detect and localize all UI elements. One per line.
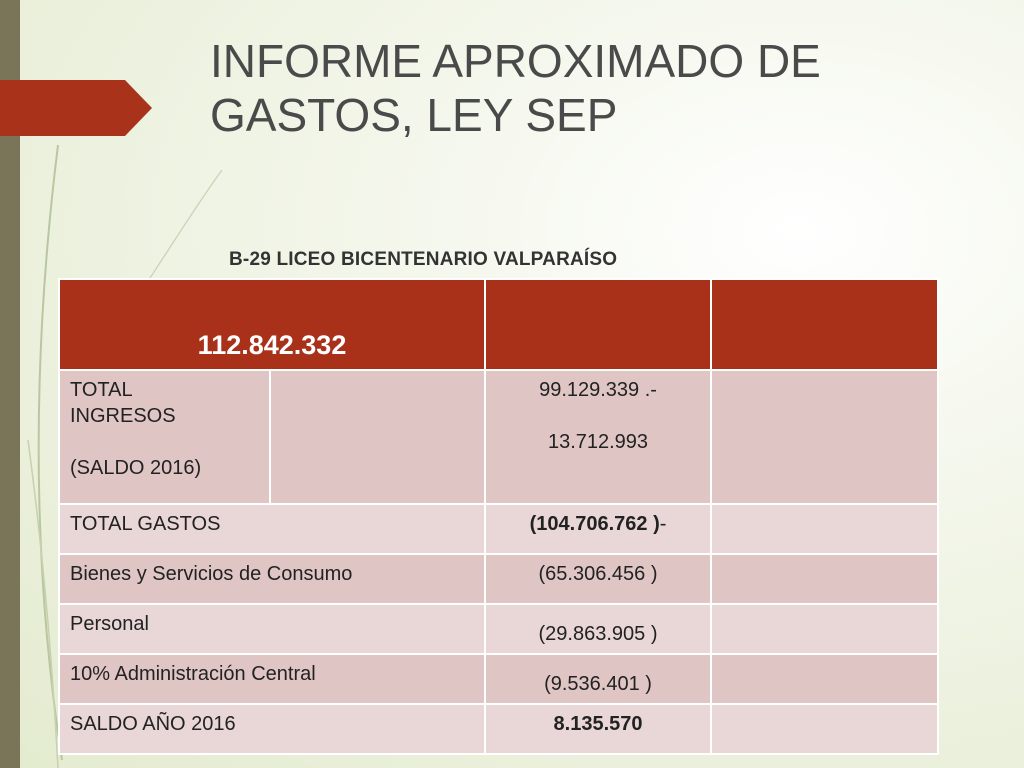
decorative-lines: [27, 144, 223, 768]
empty-cell: [710, 369, 940, 505]
school-subtitle: B-29 LICEO BICENTENARIO VALPARAÍSO: [229, 249, 618, 270]
empty-cell: [710, 703, 940, 755]
row-value: (29.863.905 ): [538, 623, 658, 645]
header-cell-amount: 112.842.332: [57, 278, 487, 371]
row-label-cell: TOTAL GASTOS: [57, 503, 487, 555]
row-label: Bienes y Servicios de Consumo: [70, 563, 353, 585]
income-label-line: TOTAL: [70, 379, 133, 401]
table-row-income: TOTAL INGRESOS (SALDO 2016) 99.129.339 .…: [58, 369, 940, 505]
slide-title: INFORME APROXIMADO DE GASTOS, LEY SEP: [210, 35, 821, 141]
income-value-cell: 99.129.339 .- 13.712.993: [484, 369, 713, 505]
income-label-line: (SALDO 2016): [70, 457, 202, 479]
income-label-line: INGRESOS: [70, 405, 176, 427]
row-value-cell: (9.536.401 ): [484, 653, 713, 705]
row-label-cell: Personal: [57, 603, 487, 655]
row-value: (9.536.401 ): [544, 673, 652, 695]
row-value: 8.135.570: [553, 713, 643, 735]
table-row: Bienes y Servicios de Consumo (65.306.45…: [57, 553, 940, 605]
row-value-cell: (65.306.456 ): [484, 553, 713, 605]
row-label: Personal: [70, 613, 149, 635]
table-row: Personal (29.863.905 ): [57, 603, 940, 655]
row-value-cell: (29.863.905 ): [484, 603, 713, 655]
row-value-cell: (104.706.762 )-: [484, 503, 713, 555]
expense-table: 112.842.332 TOTAL INGRESOS (SALDO 2016) …: [57, 278, 940, 755]
header-cell-empty: [710, 278, 940, 371]
row-label-cell: SALDO AÑO 2016: [57, 703, 487, 755]
row-value-cell: 8.135.570: [484, 703, 713, 755]
row-label: SALDO AÑO 2016: [70, 713, 236, 735]
empty-cell: [710, 653, 940, 705]
income-value-line: 13.712.993: [547, 431, 649, 453]
row-value: (65.306.456 ): [538, 563, 658, 585]
table-row: SALDO AÑO 2016 8.135.570: [57, 703, 940, 755]
left-sidebar-bar: [0, 0, 20, 768]
header-total-value: 112.842.332: [197, 330, 347, 360]
income-label-cell: TOTAL INGRESOS (SALDO 2016): [58, 369, 271, 505]
table-header-row: 112.842.332: [57, 278, 940, 371]
table-row: 10% Administración Central (9.536.401 ): [57, 653, 940, 705]
title-arrow-tab: [0, 80, 152, 136]
row-label: 10% Administración Central: [70, 663, 316, 685]
income-value-line: 99.129.339 .-: [539, 379, 657, 401]
empty-cell: [710, 553, 940, 605]
row-label-cell: Bienes y Servicios de Consumo: [57, 553, 487, 605]
table-row: TOTAL GASTOS (104.706.762 )-: [57, 503, 940, 555]
row-label-cell: 10% Administración Central: [57, 653, 487, 705]
empty-cell: [710, 603, 940, 655]
empty-cell: [268, 369, 487, 505]
row-value: (104.706.762 ): [529, 513, 660, 535]
row-value-suffix: -: [659, 513, 667, 535]
header-cell-empty: [484, 278, 713, 371]
empty-cell: [710, 503, 940, 555]
row-label: TOTAL GASTOS: [70, 513, 221, 535]
